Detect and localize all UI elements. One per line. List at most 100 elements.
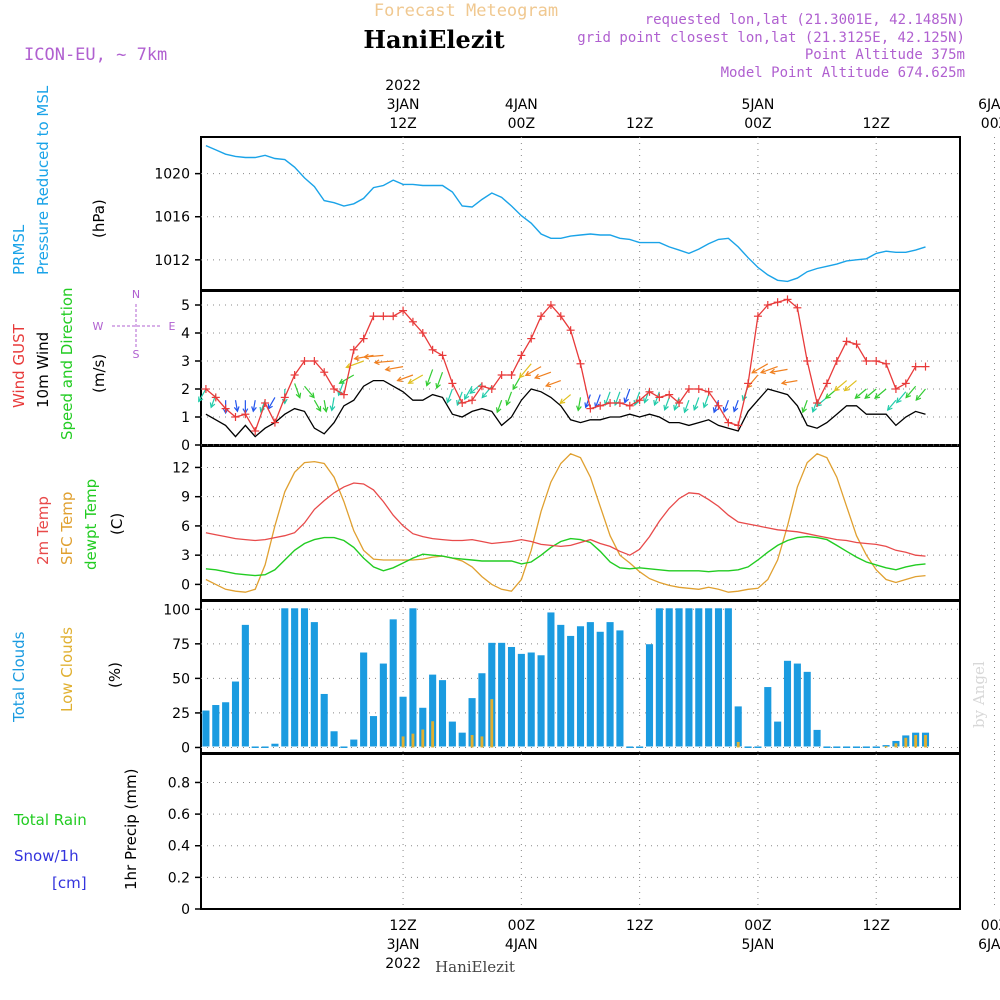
wind-arrow-shaft (506, 391, 513, 406)
pressure-units: (hPa) (90, 199, 108, 238)
gust-marker (369, 312, 378, 321)
wind-arrow-head (732, 406, 739, 413)
low-clouds-bar (401, 736, 405, 748)
gust-marker (704, 387, 713, 396)
wind-arrow-head (533, 373, 541, 380)
wind-arrow-shaft (260, 399, 266, 413)
wind-arrow (751, 363, 769, 374)
wind-arrow (769, 368, 788, 375)
frame-precip (200, 753, 961, 910)
gust-marker (251, 427, 260, 435)
wind-arrow-head (895, 397, 902, 404)
top-time-label: 00Z (981, 116, 1000, 132)
wind-arrow-shaft (915, 388, 926, 401)
gust-marker (310, 357, 319, 365)
wind-arrow (322, 400, 329, 413)
gust-marker (517, 351, 526, 360)
gust-marker (379, 312, 388, 321)
wind-arrow-head (769, 368, 776, 375)
gust-marker (477, 382, 486, 391)
bottom-time-label: 3JAN (387, 937, 420, 953)
total-clouds-bar (340, 746, 348, 748)
gust-marker (655, 393, 664, 402)
total-clouds-bar (724, 608, 732, 747)
gust-marker (458, 399, 467, 407)
wind-arrow-head (843, 385, 850, 392)
gust-marker (438, 351, 447, 360)
gust-marker (813, 399, 822, 407)
wind-arrow (623, 388, 631, 404)
gust-marker (842, 337, 851, 346)
total-clouds-bar (419, 707, 427, 747)
bottom-time-label: 4JAN (505, 937, 538, 953)
wind-arrow-head (524, 370, 531, 377)
gust-marker (596, 401, 605, 410)
top-time-label: 00Z (508, 116, 535, 132)
y-tick-label: 50 (172, 671, 190, 687)
gust-marker (418, 329, 427, 337)
wind-arrow-shaft (426, 369, 434, 386)
wind-arrow-shaft (683, 399, 690, 413)
total-clouds-bar (734, 706, 742, 747)
wind-arrow-shaft (534, 371, 552, 379)
gust-marker (359, 334, 368, 343)
total-clouds-bar (675, 608, 683, 747)
wind-arrow-head (905, 392, 912, 399)
gust-marker (615, 399, 624, 407)
gust-marker (507, 371, 516, 379)
total-clouds-bar (350, 739, 358, 747)
total-clouds-bar (300, 608, 309, 747)
gust-marker (675, 399, 684, 407)
total-clouds-bar (714, 608, 723, 747)
top-time-label: 4JAN (505, 97, 538, 113)
total-clouds-bar (527, 652, 535, 747)
total-clouds-bar (448, 721, 456, 747)
wind-arrow (313, 399, 322, 413)
low-clouds-bar (411, 733, 415, 748)
total-clouds-bar (488, 642, 496, 747)
wind-arrow-shaft (346, 360, 364, 368)
wind-gust-title: Wind GUST (10, 323, 28, 408)
gust-marker (694, 385, 703, 393)
y-tick-label: 0 (181, 902, 190, 918)
wind-arrow (692, 397, 700, 411)
wind-arrow-shaft (519, 363, 532, 378)
pressure-reduced-title: Pressure Reduced to MSL (34, 85, 52, 275)
bottom-time-label: 12Z (626, 918, 653, 934)
wind-arrow-head (362, 353, 370, 360)
pressure-panel: 1012 1016 1020 (154, 144, 960, 283)
wind-arrow-shaft (525, 366, 542, 376)
total-clouds-bar (783, 660, 792, 747)
total-clouds-bar (833, 746, 841, 748)
wind-arrow-head (653, 399, 659, 407)
low-clouds-bar (914, 735, 918, 748)
total-clouds-bar (793, 663, 801, 747)
y-tick-label: 0 (181, 438, 190, 454)
wind-arrow-head (643, 397, 649, 404)
bottom-time-label: 12Z (389, 918, 416, 934)
gust-marker (783, 295, 792, 304)
wind-arrow-head (469, 388, 476, 394)
y-tick-label: 75 (172, 637, 190, 653)
gust-marker (428, 345, 437, 354)
gust-marker (349, 345, 358, 354)
wind-arrow-head (209, 402, 216, 409)
total-clouds-bar (852, 746, 861, 748)
wind-arrow-head (425, 380, 431, 387)
gust-marker (399, 306, 408, 315)
wind-arrow (373, 359, 394, 366)
total-clouds-bar (685, 608, 693, 747)
wind-arrow (294, 383, 302, 399)
wind-arrow (396, 374, 414, 382)
clouds-panel: 0 25 50 75 100 (163, 602, 960, 756)
total-clouds-bar (547, 612, 555, 747)
wind-speed-dir-title: Speed and Direction (58, 287, 76, 440)
wind-arrow (518, 363, 532, 379)
wind-10m-title: 10m Wind (34, 332, 52, 408)
wind-arrow-head (673, 404, 679, 411)
gust-marker (290, 371, 299, 379)
total-clouds-bar (862, 746, 870, 748)
gust-marker (270, 418, 279, 427)
wind-arrow-head (495, 407, 502, 414)
wind-arrow-shaft (624, 388, 631, 403)
